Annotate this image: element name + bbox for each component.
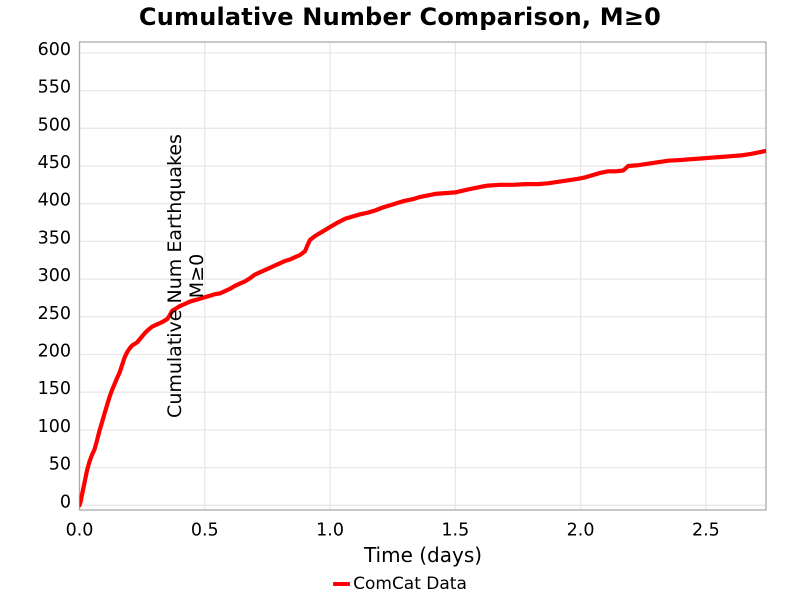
y-tick-label: 150 <box>38 379 71 399</box>
y-tick-label: 0 <box>60 492 71 512</box>
legend-line-swatch <box>333 581 351 587</box>
legend-label: ComCat Data <box>353 574 467 594</box>
y-tick-label: 200 <box>38 342 71 362</box>
x-tick-label: 0.5 <box>191 521 219 541</box>
x-tick-label: 2.5 <box>692 521 720 541</box>
y-tick-label: 250 <box>38 304 71 324</box>
x-tick-label: 0.0 <box>66 521 94 541</box>
x-tick-label: 1.0 <box>316 521 344 541</box>
y-tick-label: 600 <box>38 40 71 60</box>
chart-title: Cumulative Number Comparison, M≥0 <box>138 3 662 31</box>
y-tick-label: 50 <box>49 455 71 475</box>
y-tick-label: 400 <box>38 191 71 211</box>
y-tick-label: 350 <box>38 228 71 248</box>
y-tick-label: 550 <box>38 78 71 98</box>
y-axis-label: Cumulative Num Earthquakes M≥0 <box>164 134 208 418</box>
y-tick-label: 300 <box>38 266 71 286</box>
y-tick-label: 500 <box>38 115 71 135</box>
plot-border <box>78 41 767 511</box>
x-axis-label: Time (days) <box>363 543 483 567</box>
y-tick-label: 450 <box>38 153 71 173</box>
x-tick-label: 2.0 <box>567 521 595 541</box>
y-tick-label: 100 <box>38 417 71 437</box>
legend: ComCat Data <box>0 574 800 594</box>
series-line <box>79 148 766 508</box>
x-tick-label: 1.5 <box>441 521 469 541</box>
